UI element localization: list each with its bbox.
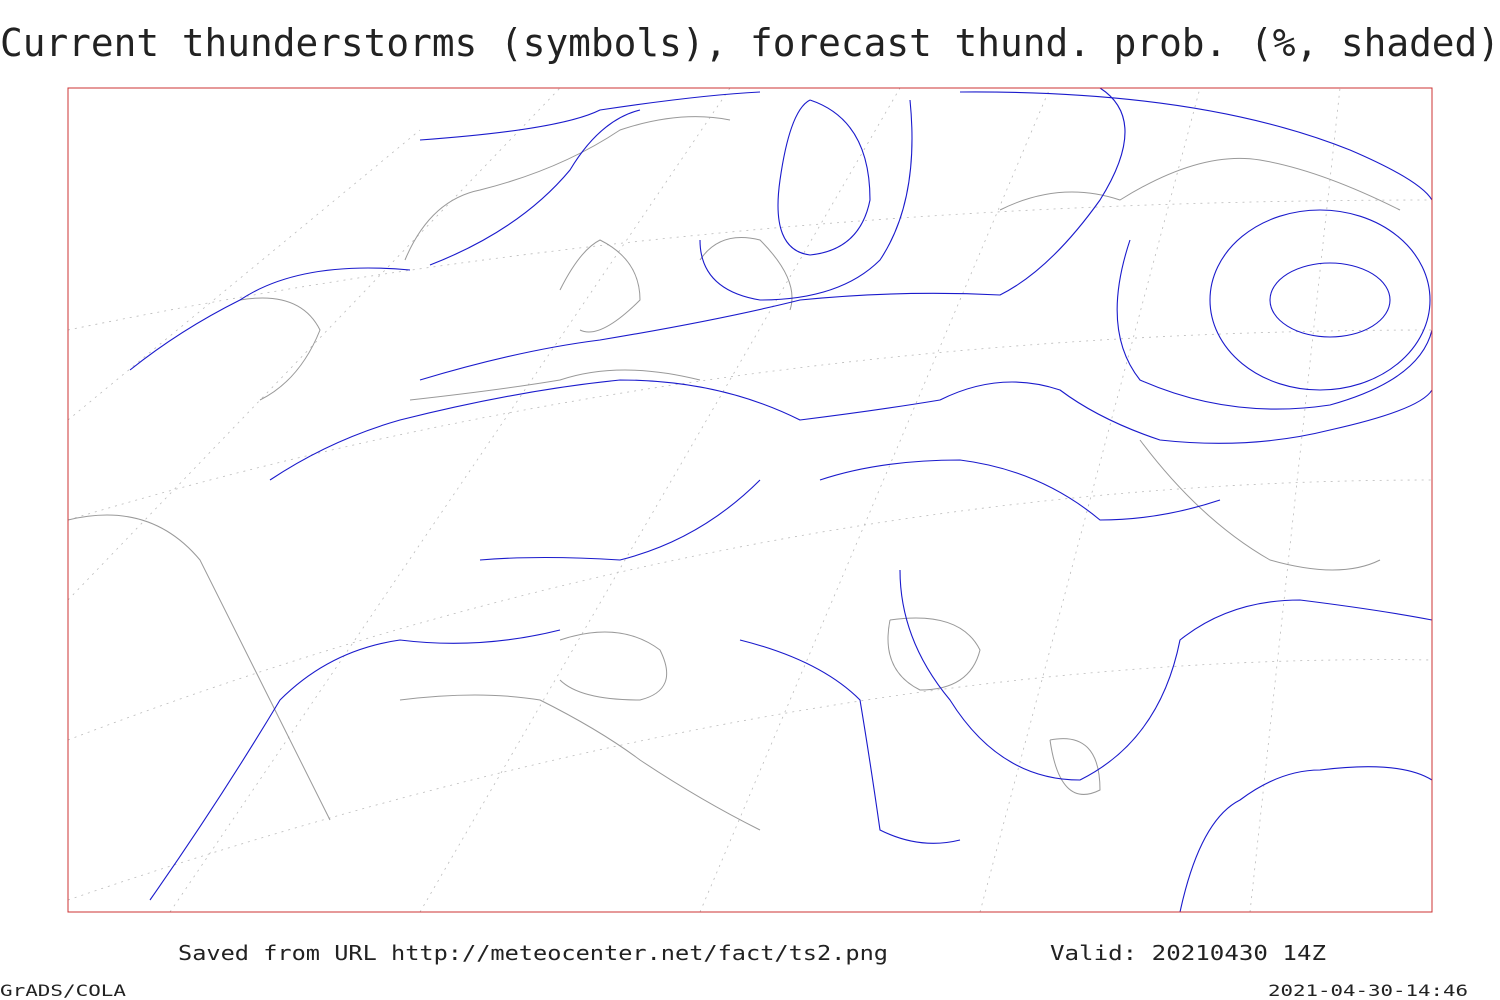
valid-time: Valid: 20210430 14Z [1050, 941, 1326, 965]
map-frame [67, 87, 1433, 913]
title: Current thunderstorms (symbols), forecas… [0, 21, 1500, 65]
source-url: Saved from URL http://meteocenter.net/fa… [178, 941, 888, 965]
software: GrADS/COLA [0, 981, 126, 1000]
coastlines [67, 116, 1401, 831]
graticule [67, 87, 1433, 913]
map [67, 87, 1433, 913]
timestamp: 2021-04-30-14:46 [1268, 981, 1468, 1000]
isobars [129, 87, 1433, 913]
map-area [68, 88, 1432, 912]
